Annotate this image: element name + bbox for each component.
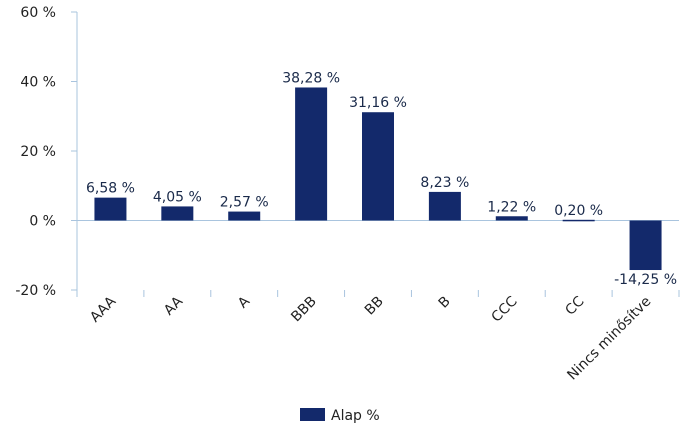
y-tick-label: -20 % [15,283,56,299]
y-tick-label: 40 % [20,75,56,91]
data-label: 38,28 % [282,70,340,86]
legend-label: Alap % [331,408,380,424]
data-label: 2,57 % [220,195,269,211]
data-label: 0,20 % [554,203,603,219]
x-tick-label: CCC [489,293,521,325]
bar-nincs-min-s-tve [629,220,662,271]
bar-aa [161,206,194,221]
y-tick-label: 0 % [29,214,56,230]
bar-cc [562,219,595,222]
x-tick-label: AAA [87,293,119,325]
bar-bbb [295,87,328,221]
x-tick-label: B [436,294,454,312]
data-label: 6,58 % [86,181,135,197]
data-label: 1,22 % [487,199,536,215]
data-label: -14,25 % [614,272,677,288]
bar-ccc [495,216,528,221]
y-tick-label: 20 % [20,144,56,160]
x-tick-label: BB [362,294,387,319]
bar-aaa [94,197,127,221]
x-tick-label: BBB [288,294,320,326]
data-label: 8,23 % [420,175,469,191]
x-tick-label: AA [161,293,186,318]
legend-swatch [300,408,325,421]
bar-bb [362,112,394,221]
bar-b [428,191,461,221]
x-tick-label: CC [562,293,587,318]
x-tick-label: A [235,293,253,311]
bar-a [228,211,261,221]
data-label: 31,16 % [349,95,407,111]
data-label: 4,05 % [153,189,202,205]
y-tick-label: 60 % [20,5,56,21]
